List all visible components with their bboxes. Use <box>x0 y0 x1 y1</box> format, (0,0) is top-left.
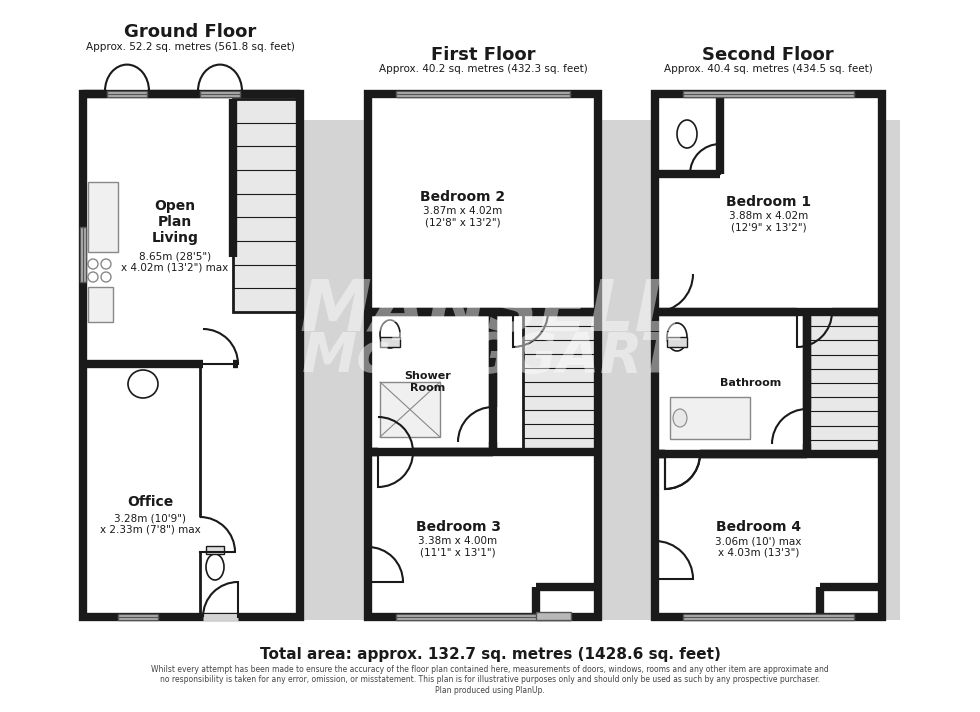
Ellipse shape <box>677 120 697 148</box>
Text: Office: Office <box>126 495 173 509</box>
Text: Ground Floor: Ground Floor <box>123 23 256 41</box>
Bar <box>87 98 296 613</box>
Bar <box>148 120 900 620</box>
Text: 3.06m (10') max
x 4.03m (13'3"): 3.06m (10') max x 4.03m (13'3") <box>715 536 802 557</box>
Bar <box>372 98 594 613</box>
Bar <box>807 312 879 454</box>
Text: Total area: approx. 132.7 sq. metres (1428.6 sq. feet): Total area: approx. 132.7 sq. metres (14… <box>260 646 720 661</box>
Bar <box>80 227 86 282</box>
Text: 8.65m (28'5")
x 4.02m (13'2") max: 8.65m (28'5") x 4.02m (13'2") max <box>122 251 228 273</box>
Bar <box>88 287 113 322</box>
Text: Approx. 52.2 sq. metres (561.8 sq. feet): Approx. 52.2 sq. metres (561.8 sq. feet) <box>85 42 294 52</box>
Text: Approx. 40.2 sq. metres (432.3 sq. feet): Approx. 40.2 sq. metres (432.3 sq. feet) <box>378 64 587 74</box>
Ellipse shape <box>128 370 158 398</box>
Bar <box>107 91 147 97</box>
Text: Approx. 40.4 sq. metres (434.5 sq. feet): Approx. 40.4 sq. metres (434.5 sq. feet) <box>663 64 872 74</box>
Text: Bedroom 2: Bedroom 2 <box>420 190 506 204</box>
Ellipse shape <box>673 409 687 427</box>
Bar <box>683 91 854 97</box>
Bar <box>667 337 687 347</box>
Bar <box>380 382 440 437</box>
Bar <box>83 94 300 617</box>
Text: Whilst every attempt has been made to ensure the accuracy of the floor plan cont: Whilst every attempt has been made to en… <box>151 665 829 695</box>
Bar <box>683 614 854 620</box>
Text: Shower
Room: Shower Room <box>405 371 452 393</box>
Text: 3.28m (10'9")
x 2.33m (7'8") max: 3.28m (10'9") x 2.33m (7'8") max <box>100 513 200 535</box>
Ellipse shape <box>380 320 400 348</box>
Bar <box>206 546 224 554</box>
Text: First Floor: First Floor <box>431 46 535 64</box>
Bar <box>118 614 158 620</box>
Bar <box>368 94 598 617</box>
Bar <box>380 337 400 347</box>
Text: Bathroom: Bathroom <box>720 378 782 388</box>
Text: Second Floor: Second Floor <box>703 46 834 64</box>
Text: Open
Plan
Living: Open Plan Living <box>152 199 198 245</box>
Text: 3.87m x 4.02m
(12'8" x 13'2"): 3.87m x 4.02m (12'8" x 13'2") <box>423 206 503 228</box>
Text: 3.38m x 4.00m
(11'1" x 13'1"): 3.38m x 4.00m (11'1" x 13'1") <box>418 536 498 557</box>
Bar <box>88 182 118 252</box>
Text: 3.88m x 4.02m
(12'9" x 13'2"): 3.88m x 4.02m (12'9" x 13'2") <box>729 211 808 233</box>
Ellipse shape <box>667 323 687 351</box>
Bar <box>200 91 240 97</box>
Bar <box>659 98 878 613</box>
Text: MANSELL: MANSELL <box>299 278 681 347</box>
Bar <box>536 612 571 620</box>
Bar <box>655 94 882 617</box>
Text: Bedroom 1: Bedroom 1 <box>726 195 811 209</box>
Text: Bedroom 4: Bedroom 4 <box>716 520 801 534</box>
Bar <box>670 397 750 439</box>
Ellipse shape <box>206 554 224 580</box>
Bar <box>523 312 595 452</box>
Text: Bedroom 3: Bedroom 3 <box>416 520 501 534</box>
Bar <box>396 614 570 620</box>
Bar <box>396 91 570 97</box>
Bar <box>233 99 297 312</box>
Text: McTAGGART: McTAGGART <box>302 330 678 384</box>
